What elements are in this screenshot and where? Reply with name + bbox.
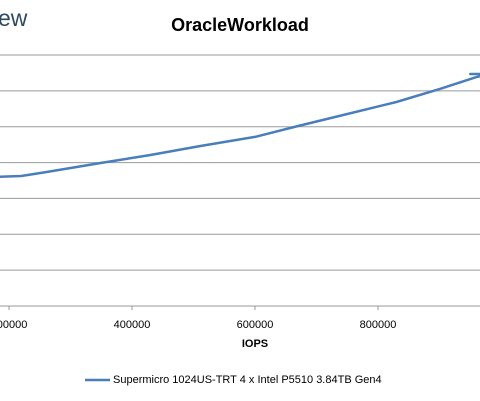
x-tick-label: 800000	[360, 319, 397, 331]
x-tick-label: 200000	[0, 319, 27, 331]
data-line	[0, 72, 480, 179]
x-axis-title: IOPS	[242, 338, 268, 350]
logo: ew	[0, 5, 28, 31]
x-tick-label: 400000	[114, 319, 151, 331]
legend-label: Supermicro 1024US-TRT 4 x Intel P5510 3.…	[113, 374, 382, 386]
chart-title: OracleWorkload	[171, 15, 309, 35]
x-tick-label: 600000	[237, 319, 274, 331]
